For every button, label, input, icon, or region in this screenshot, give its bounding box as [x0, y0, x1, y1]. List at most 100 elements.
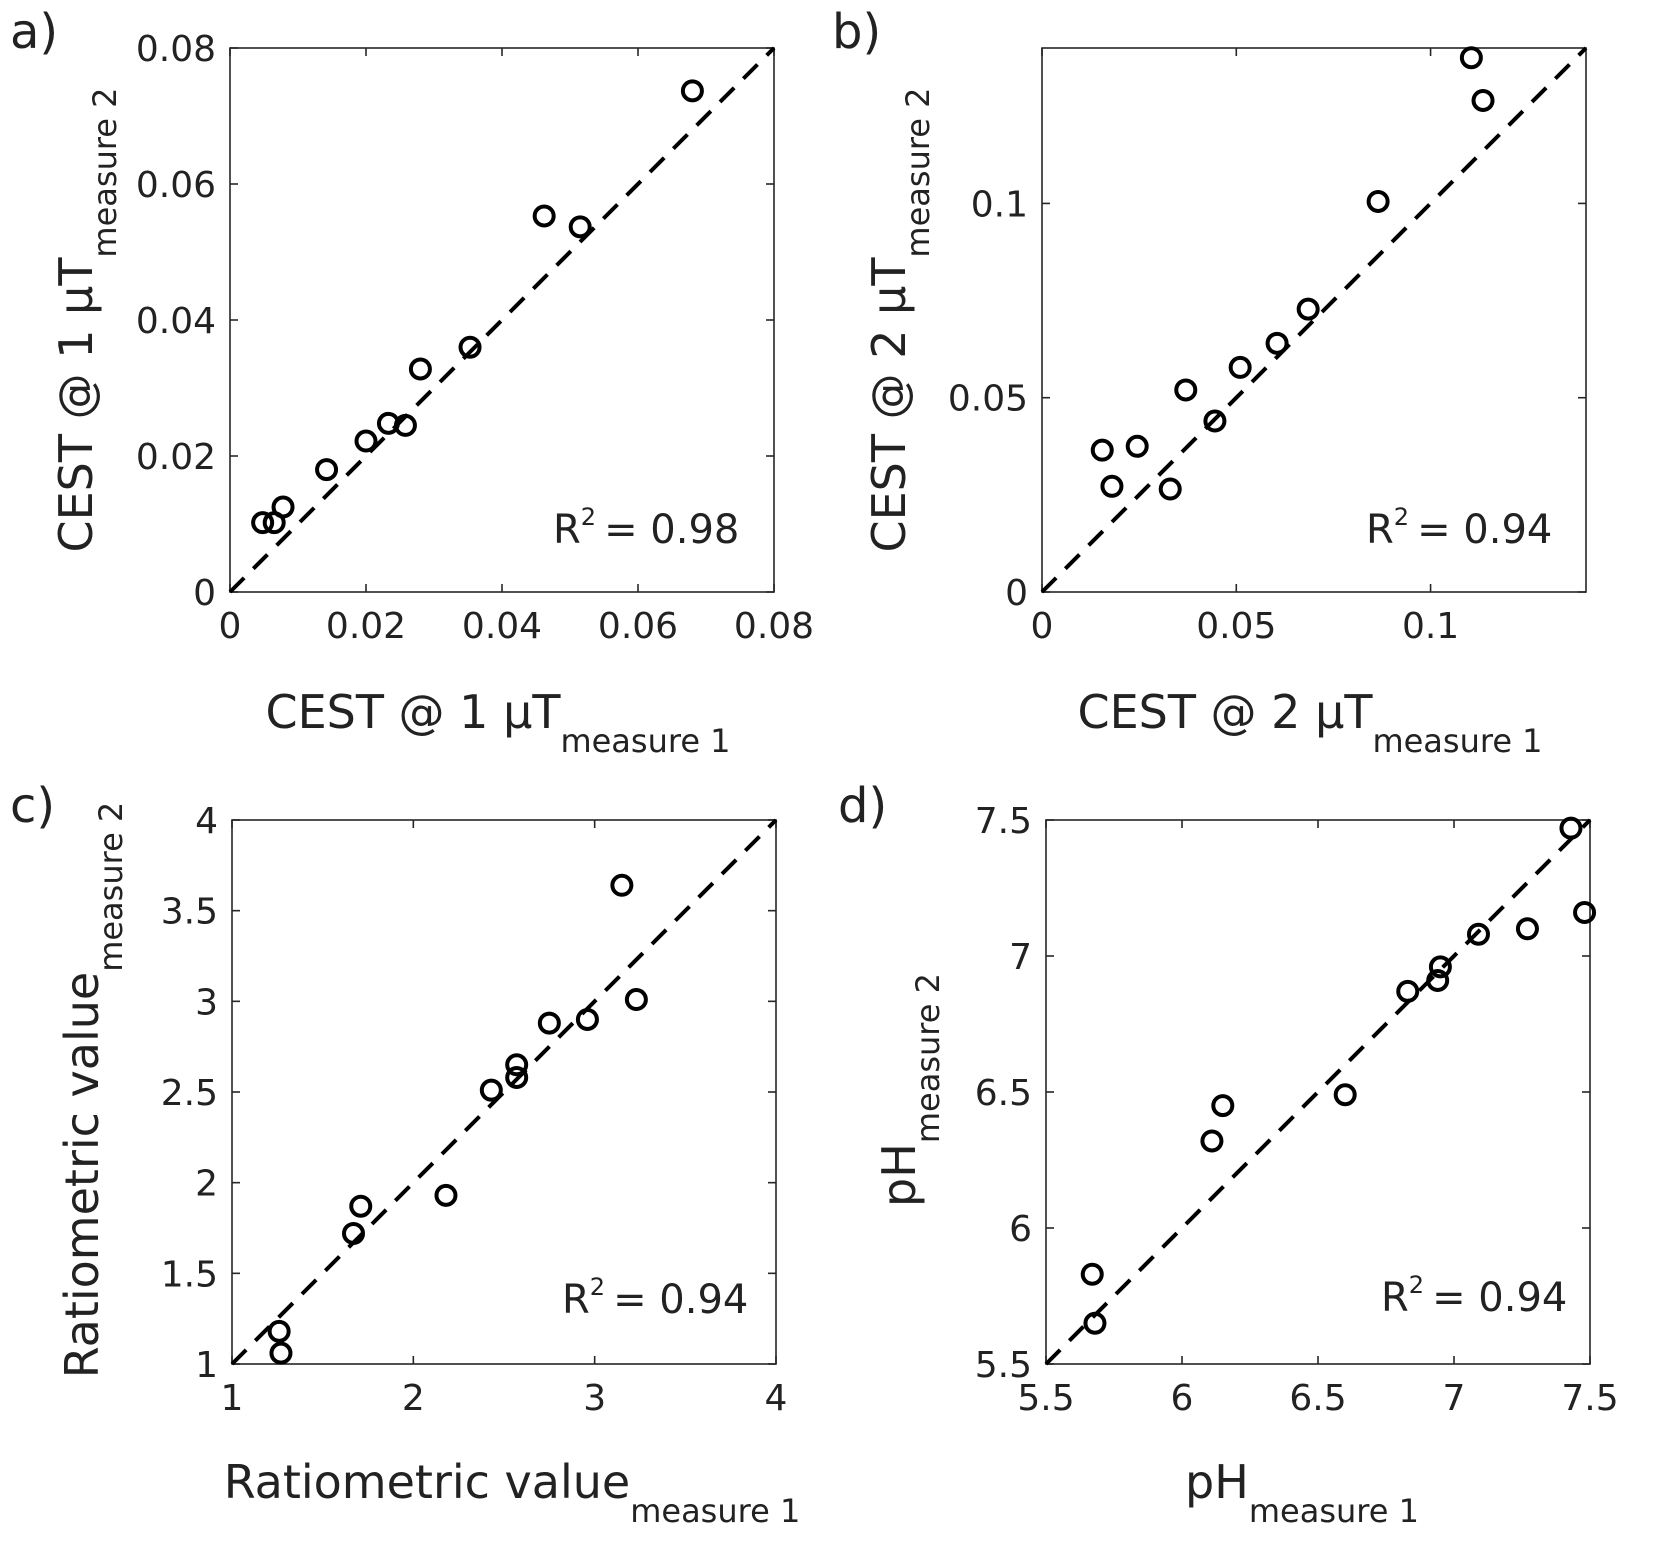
- data-point: [532, 204, 556, 228]
- data-point: [1366, 189, 1390, 213]
- x-tick-label: 7.5: [1561, 1378, 1618, 1419]
- x-axis-label-main: CEST @ 1 μT: [265, 685, 561, 739]
- data-point: [1265, 331, 1289, 355]
- data-point: [1228, 355, 1252, 379]
- x-tick-label: 0.08: [734, 606, 814, 647]
- panel-label: c): [10, 778, 55, 834]
- y-axis-label-main: CEST @ 2 μT: [862, 257, 916, 553]
- panel-label: b): [832, 4, 881, 60]
- x-tick-label: 3: [583, 1378, 606, 1419]
- x-tick-label: 2: [402, 1378, 425, 1419]
- panel-a: 0 0.02 0.04 0.06 0.08 0 0.02 0.04 0.06 0.08 R2 = 0.…: [10, 4, 814, 760]
- data-point: [267, 1319, 291, 1343]
- y-axis-label: CEST @ 1 μTmeasure 2: [49, 87, 124, 552]
- data-point: [1090, 438, 1114, 462]
- x-tick-label: 5.5: [1017, 1378, 1074, 1419]
- data-point: [1426, 968, 1450, 992]
- r-squared-annotation: R2 = 0.94: [562, 1273, 748, 1323]
- data-point: [1203, 409, 1227, 433]
- r-squared-value: = 0.98: [604, 507, 739, 553]
- data-point: [1428, 955, 1452, 979]
- y-axis-label-main: CEST @ 1 μT: [49, 257, 103, 553]
- y-axis-label: pHmeasure 2: [872, 973, 947, 1207]
- panel-label: d): [838, 778, 887, 834]
- data-point: [505, 1065, 529, 1089]
- plot-frame: [1041, 47, 1587, 593]
- y-axis-label-sub: measure 2: [909, 973, 947, 1143]
- y-axis-label-sub: measure 2: [899, 87, 937, 257]
- x-tick-label: 4: [765, 1378, 788, 1419]
- y-axis-label-main: pH: [872, 1143, 926, 1207]
- data-point: [1080, 1262, 1104, 1286]
- y-tick-label: 0.06: [136, 165, 216, 206]
- y-axis-label-sub: measure 2: [92, 802, 130, 972]
- r-squared-annotation: R2 = 0.98: [553, 503, 739, 553]
- data-point: [624, 988, 648, 1012]
- y-axis-label: Ratiometric valuemeasure 2: [55, 802, 130, 1379]
- r-squared-symbol: R: [553, 507, 581, 553]
- data-point: [349, 1194, 373, 1218]
- y-axis-label: CEST @ 2 μTmeasure 2: [862, 87, 937, 552]
- x-axis-label: Ratiometric valuemeasure 1: [224, 1455, 801, 1530]
- identity-line: [228, 46, 776, 594]
- data-point: [537, 1011, 561, 1035]
- data-point: [479, 1078, 503, 1102]
- data-point: [341, 1221, 365, 1245]
- identity-line: [230, 818, 778, 1366]
- y-tick-label: 6.5: [975, 1073, 1032, 1114]
- data-point: [1083, 1311, 1107, 1335]
- x-axis-label-sub: measure 1: [1249, 1492, 1419, 1530]
- y-tick-label: 0: [193, 573, 216, 614]
- r-squared-symbol: R: [562, 1277, 590, 1323]
- r-squared-value: = 0.94: [613, 1277, 748, 1323]
- y-tick-label: 5.5: [975, 1345, 1032, 1386]
- x-tick-label: 6: [1171, 1378, 1194, 1419]
- x-axis-label-main: pH: [1185, 1455, 1249, 1509]
- y-axis-label-sub: measure 2: [86, 87, 124, 257]
- data-point: [434, 1183, 458, 1207]
- x-tick-label: 0.02: [326, 606, 406, 647]
- r-squared-annotation: R2 = 0.94: [1381, 1271, 1567, 1321]
- x-axis-label: CEST @ 1 μTmeasure 1: [265, 685, 730, 760]
- y-tick-label: 4: [195, 801, 218, 842]
- data-point: [315, 458, 339, 482]
- data-point: [1211, 1094, 1235, 1118]
- panel-d: 5.5 6 6.5 7 7.55.566.577.5R2 = 0.94pHmeasure …: [838, 778, 1619, 1530]
- data-point: [1459, 46, 1483, 70]
- r-squared-value: = 0.94: [1432, 1275, 1567, 1321]
- data-point: [1296, 297, 1320, 321]
- y-tick-label: 7: [1009, 937, 1032, 978]
- y-tick-label: 7.5: [975, 801, 1032, 842]
- x-axis-label-sub: measure 1: [1372, 722, 1542, 760]
- r-squared-exponent: 2: [590, 1273, 605, 1301]
- x-axis-label-main: CEST @ 2 μT: [1077, 685, 1373, 739]
- x-tick-label: 0.04: [462, 606, 542, 647]
- x-tick-label: 0.06: [598, 606, 678, 647]
- data-point: [1100, 474, 1124, 498]
- panel-label: a): [10, 4, 58, 60]
- y-tick-label: 1.5: [161, 1254, 218, 1295]
- x-axis-label-sub: measure 1: [560, 722, 730, 760]
- y-tick-label: 0.08: [136, 29, 216, 70]
- data-point: [354, 429, 378, 453]
- r-squared-exponent: 2: [581, 503, 596, 531]
- data-point: [269, 1341, 293, 1365]
- data-point: [1396, 979, 1420, 1003]
- y-axis-label-main: Ratiometric value: [55, 972, 109, 1379]
- y-tick-label: 2.5: [161, 1073, 218, 1114]
- y-tick-label: 0.05: [948, 379, 1028, 420]
- data-point: [1471, 88, 1495, 112]
- x-axis-label-sub: measure 1: [630, 1492, 800, 1530]
- x-tick-label: 0.1: [1402, 606, 1459, 647]
- data-point: [271, 495, 295, 519]
- y-tick-label: 0.02: [136, 437, 216, 478]
- y-tick-label: 0.04: [136, 301, 216, 342]
- data-point: [1573, 900, 1597, 924]
- data-point: [1515, 917, 1539, 941]
- data-point: [251, 511, 275, 535]
- x-tick-label: 0: [1031, 606, 1054, 647]
- x-axis-label-main: Ratiometric value: [224, 1455, 631, 1509]
- y-tick-label: 3.5: [161, 892, 218, 933]
